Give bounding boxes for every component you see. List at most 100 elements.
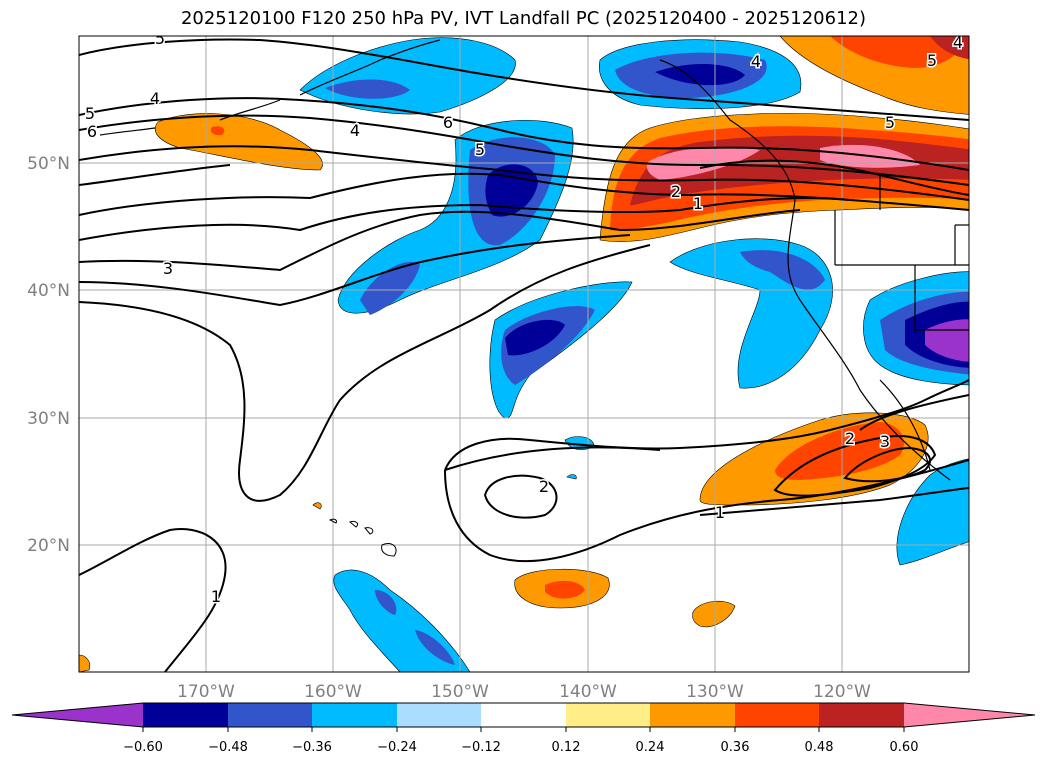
latitude-labels: 50°N 40°N 30°N 20°N bbox=[27, 154, 70, 556]
colorbar: −0.60 −0.48 −0.36 −0.24 −0.12 0.12 0.24 … bbox=[11, 702, 1036, 755]
contour-label: 4 bbox=[150, 89, 160, 108]
contour-label: 4 bbox=[751, 52, 761, 71]
contour-line bbox=[79, 172, 969, 216]
pos-anomaly-northeast-high bbox=[930, 36, 969, 60]
neg-anomaly-south-mexico bbox=[896, 458, 969, 566]
contour-label: 4 bbox=[953, 33, 963, 52]
contour-line bbox=[773, 434, 937, 497]
colorbar-segment bbox=[566, 703, 650, 727]
contour-label: 6 bbox=[87, 122, 97, 141]
contour-line bbox=[444, 459, 969, 563]
contour-line bbox=[483, 474, 558, 519]
contour-line bbox=[79, 234, 631, 307]
colorbar-segment bbox=[228, 703, 312, 727]
contour-line bbox=[444, 379, 969, 471]
contour-line bbox=[843, 446, 931, 483]
contour-label: 2 bbox=[671, 182, 681, 201]
lat-label: 50°N bbox=[27, 154, 70, 174]
lon-label: 170°W bbox=[177, 682, 235, 702]
neg-anomaly-gulf-alaska-core bbox=[325, 79, 410, 99]
contour-line bbox=[699, 159, 969, 196]
colorbar-label: −0.12 bbox=[461, 740, 501, 755]
contour-label: 5 bbox=[155, 29, 165, 48]
colorbar-segment bbox=[819, 703, 904, 727]
neg-anomaly-subtropical-core bbox=[505, 319, 565, 356]
pos-anomaly-hawaii-east-core bbox=[545, 580, 585, 599]
colorbar-segment bbox=[143, 703, 228, 727]
lon-label: 160°W bbox=[304, 682, 362, 702]
colorbar-label: −0.60 bbox=[123, 740, 163, 755]
ivt-contours bbox=[79, 38, 969, 672]
figure-title: 2025120100 F120 250 hPa PV, IVT Landfall… bbox=[180, 8, 867, 29]
contour-label: 5 bbox=[85, 104, 95, 123]
contour-label: 1 bbox=[715, 503, 725, 522]
pc-shading bbox=[79, 36, 969, 672]
colorbar-segment bbox=[735, 703, 819, 727]
neg-anomaly-west bbox=[360, 261, 420, 315]
colorbar-extend-high bbox=[904, 703, 1035, 727]
contour-line bbox=[79, 145, 969, 201]
contour-line bbox=[79, 164, 231, 186]
coastlines bbox=[99, 39, 969, 481]
contour-label: 3 bbox=[163, 259, 173, 278]
graticule bbox=[79, 36, 969, 672]
neg-anomaly-spot-2 bbox=[566, 474, 577, 480]
contour-line bbox=[79, 97, 969, 171]
pos-anomaly-northeast-core bbox=[830, 36, 961, 68]
colorbar-label: −0.48 bbox=[208, 740, 248, 755]
colorbar-segment bbox=[650, 703, 735, 727]
contour-label: 3 bbox=[880, 432, 890, 451]
contour-line bbox=[444, 446, 661, 471]
contour-line bbox=[79, 244, 651, 502]
contour-label: 5 bbox=[885, 113, 895, 132]
neg-anomaly-equatorial-mid bbox=[375, 590, 397, 615]
colorbar-label: −0.24 bbox=[377, 740, 417, 755]
colorbar-label: 0.48 bbox=[805, 740, 834, 755]
neg-anomaly-bc-coast-core bbox=[655, 64, 745, 86]
lon-label: 140°W bbox=[559, 682, 617, 702]
lat-label: 30°N bbox=[27, 409, 70, 429]
contour-line bbox=[79, 38, 969, 121]
contour-label: 1 bbox=[211, 587, 221, 606]
contour-line bbox=[699, 487, 969, 516]
colorbar-extend-low bbox=[12, 703, 143, 727]
neg-anomaly-equatorial-mid2 bbox=[415, 630, 455, 665]
pos-anomaly-corner bbox=[79, 654, 91, 672]
colorbar-segment bbox=[481, 703, 566, 727]
colorbar-label: 0.12 bbox=[552, 740, 581, 755]
contour-line bbox=[859, 394, 969, 431]
longitude-labels: 170°W 160°W 150°W 140°W 130°W 120°W bbox=[177, 682, 871, 702]
pos-anomaly-aleutian-core bbox=[210, 126, 225, 136]
hawaii-islands bbox=[328, 518, 397, 557]
pos-anomaly-subtropical-core bbox=[775, 422, 904, 480]
contour-line bbox=[79, 528, 227, 672]
contour-label: 2 bbox=[539, 477, 549, 496]
contour-line bbox=[79, 209, 801, 272]
lat-label: 20°N bbox=[27, 536, 70, 556]
contour-label: 5 bbox=[927, 51, 937, 70]
contour-label: 5 bbox=[475, 140, 485, 159]
colorbar-label: 0.60 bbox=[890, 740, 919, 755]
colorbar-label: 0.36 bbox=[721, 740, 750, 755]
contour-line bbox=[79, 197, 851, 241]
neg-anomaly-west-coast-mid bbox=[740, 250, 825, 290]
contour-label: 1 bbox=[693, 194, 703, 213]
pos-anomaly-dot bbox=[312, 502, 322, 510]
lon-label: 150°W bbox=[431, 682, 489, 702]
colorbar-segment bbox=[312, 703, 397, 727]
neg-anomaly-trough-core bbox=[485, 164, 538, 217]
colorbar-label: 0.24 bbox=[636, 740, 665, 755]
map-frame bbox=[78, 35, 970, 673]
pos-anomaly-small bbox=[692, 600, 736, 628]
lon-label: 120°W bbox=[813, 682, 871, 702]
colorbar-label: −0.36 bbox=[292, 740, 332, 755]
colorbar-segment bbox=[397, 703, 481, 727]
contour-label: 4 bbox=[350, 121, 360, 140]
contour-label: 6 bbox=[443, 113, 453, 132]
lon-label: 130°W bbox=[686, 682, 744, 702]
contour-label: 2 bbox=[845, 429, 855, 448]
contour-labels: 5 4 5 6 4 6 5 4 5 4 5 2 1 3 2 2 3 1 1 bbox=[83, 29, 964, 608]
lat-label: 40°N bbox=[27, 281, 70, 301]
contour-line bbox=[79, 114, 969, 186]
